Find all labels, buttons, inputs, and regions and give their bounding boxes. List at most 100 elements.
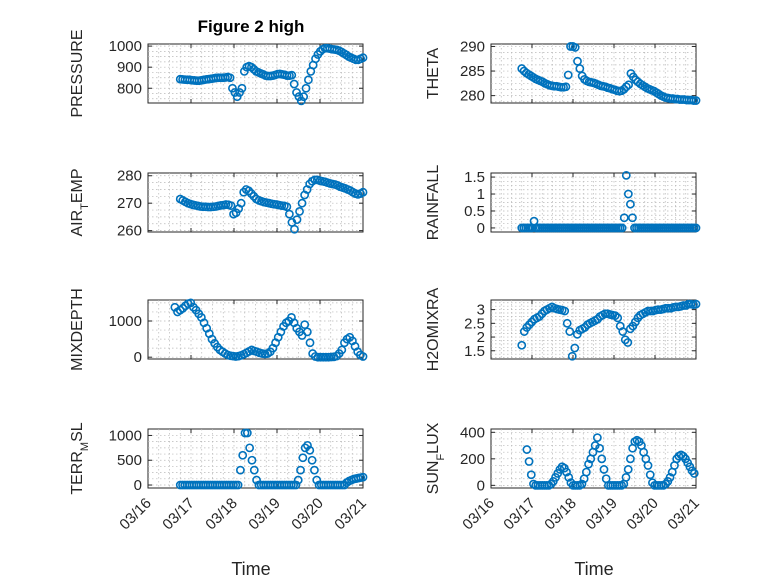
data-point bbox=[249, 465, 259, 475]
data-point bbox=[618, 327, 628, 336]
data-point bbox=[623, 189, 633, 199]
data-point bbox=[292, 215, 302, 225]
x-tick-label: 03/16 bbox=[116, 495, 155, 534]
data-point bbox=[626, 454, 635, 464]
y-tick-label: 1.5 bbox=[464, 169, 485, 186]
data-point bbox=[524, 457, 534, 466]
x-tick-label: 03/19 bbox=[582, 495, 621, 534]
data-point bbox=[623, 465, 633, 474]
data-point bbox=[562, 318, 572, 328]
data-point bbox=[225, 73, 235, 83]
y-tick-label: 2 bbox=[477, 329, 485, 346]
data-point bbox=[570, 43, 580, 52]
data-point bbox=[302, 327, 312, 337]
data-point bbox=[305, 338, 315, 348]
subplot-3: 260 270 280 AIRTEMP bbox=[69, 168, 368, 240]
y-axis-label-5: MIXDEPTH bbox=[69, 288, 86, 371]
y-tick-label: 1.5 bbox=[464, 343, 485, 360]
data-point bbox=[301, 83, 311, 93]
data-point bbox=[295, 207, 304, 216]
data-point bbox=[597, 454, 607, 464]
data-point bbox=[304, 75, 313, 85]
data-point bbox=[563, 70, 573, 80]
y-tick-label: 0 bbox=[134, 477, 142, 494]
data-point bbox=[623, 338, 633, 347]
data-point bbox=[570, 343, 580, 353]
data-point bbox=[565, 327, 575, 336]
data-point bbox=[621, 472, 631, 482]
data-point bbox=[567, 351, 577, 361]
data-point bbox=[207, 334, 217, 344]
y-tick-label: 0 bbox=[477, 477, 485, 494]
x-axis-label-right: Time bbox=[574, 559, 613, 579]
data-point bbox=[599, 465, 609, 474]
data-point bbox=[564, 472, 574, 482]
y-tick-label: 3 bbox=[477, 302, 485, 319]
data-point bbox=[643, 461, 653, 470]
data-point bbox=[237, 83, 247, 93]
data-point bbox=[613, 313, 623, 323]
data-point bbox=[626, 199, 635, 209]
data-point bbox=[526, 470, 536, 480]
figure-title: Figure 2 high bbox=[198, 17, 305, 36]
data-point bbox=[300, 443, 310, 453]
data-point bbox=[575, 64, 585, 73]
y-axis-label-4: RAINFALL bbox=[425, 165, 442, 241]
data-point bbox=[298, 453, 308, 463]
data-point bbox=[517, 340, 527, 350]
y-tick-label: 200 bbox=[460, 451, 485, 468]
data-point bbox=[691, 96, 701, 105]
y-tick-label: 285 bbox=[460, 63, 485, 80]
data-point bbox=[178, 303, 188, 313]
data-point bbox=[305, 445, 315, 455]
data-point bbox=[296, 465, 305, 475]
subplot-1: 800 900 1000 PRESSURE bbox=[69, 29, 368, 118]
data-point bbox=[238, 450, 248, 460]
x-tick-label: 03/19 bbox=[245, 495, 284, 534]
data-point bbox=[303, 440, 312, 450]
data-point bbox=[282, 202, 292, 212]
x-tick-label: 03/21 bbox=[331, 495, 370, 534]
subplot-7: 0 500 1000 03/16 03/17 03/18 03/19 03/20 03/21 TE… bbox=[69, 422, 370, 533]
data-point bbox=[287, 70, 297, 80]
y-tick-label: 1000 bbox=[109, 427, 142, 444]
data-point bbox=[245, 443, 255, 453]
y-tick-label: 270 bbox=[117, 195, 142, 212]
x-axis-label-left: Time bbox=[231, 559, 270, 579]
data-point bbox=[299, 92, 309, 102]
data-point bbox=[233, 480, 243, 490]
data-point bbox=[289, 79, 299, 89]
data-point bbox=[628, 213, 637, 223]
y-tick-label: 500 bbox=[117, 452, 142, 469]
data-point bbox=[291, 480, 301, 490]
data-point bbox=[242, 428, 252, 438]
x-tick-label: 03/18 bbox=[202, 495, 241, 534]
y-axis-label-1: PRESSURE bbox=[69, 29, 86, 117]
y-tick-label: 0.5 bbox=[464, 203, 485, 220]
y-tick-label: 800 bbox=[117, 80, 142, 97]
data-point bbox=[300, 320, 310, 330]
data-point bbox=[561, 82, 571, 92]
data-point bbox=[595, 443, 604, 453]
x-tick-label: 03/18 bbox=[541, 495, 580, 534]
data-point bbox=[236, 198, 246, 208]
x-tick-label: 03/20 bbox=[623, 495, 662, 534]
data-point bbox=[522, 445, 532, 454]
data-point bbox=[573, 56, 582, 66]
y-tick-label: 1000 bbox=[109, 313, 142, 330]
data-point bbox=[186, 298, 196, 308]
y-tick-label: 0 bbox=[134, 349, 142, 366]
data-point bbox=[358, 187, 368, 197]
data-point bbox=[307, 455, 317, 465]
data-point bbox=[226, 201, 236, 211]
y-axis-label-3: AIRTEMP bbox=[69, 168, 91, 236]
x-tick-label: 03/17 bbox=[159, 495, 198, 534]
y-tick-label: 400 bbox=[460, 424, 485, 441]
data-point bbox=[337, 345, 347, 355]
x-tick-label: 03/21 bbox=[664, 495, 703, 534]
data-point bbox=[358, 472, 368, 482]
y-axis-label-7: TERRMSL bbox=[69, 422, 91, 494]
data-point bbox=[332, 351, 341, 361]
y-tick-label: 280 bbox=[460, 88, 485, 105]
